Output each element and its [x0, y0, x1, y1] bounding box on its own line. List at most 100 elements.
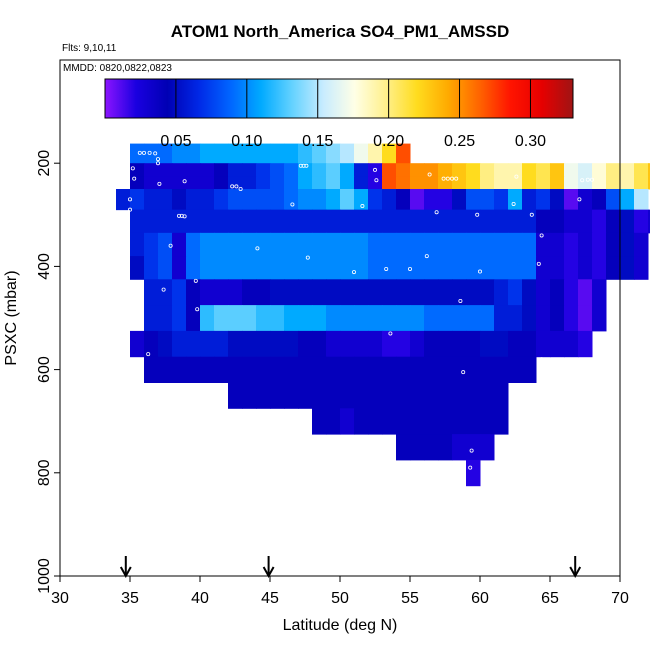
- heatmap-cell-3-32: [564, 189, 579, 211]
- heatmap-cell-2-25: [480, 176, 495, 190]
- heatmap-cell-8-5: [214, 305, 229, 332]
- observation-point-20: [580, 178, 585, 183]
- heatmap-cell-4-37: [648, 209, 650, 234]
- heatmap-cell-4-4: [186, 209, 201, 234]
- heatmap-cell-5-35: [620, 232, 635, 257]
- heatmap-cell-5-1: [144, 232, 159, 257]
- heatmap-cell-2-32: [578, 176, 593, 190]
- heatmap-cell-1-22: [438, 163, 453, 177]
- heatmap-cell-8-22: [452, 305, 467, 332]
- heatmap-cell-9-20: [410, 330, 425, 358]
- heatmap-cell-5-18: [382, 232, 397, 257]
- observation-point-15: [304, 163, 309, 168]
- heatmap-cell-13-3: [438, 434, 453, 461]
- heatmap-cell-3-37: [634, 189, 649, 211]
- heatmap-cell-2-11: [284, 176, 299, 190]
- heatmap-cell-7-12: [312, 279, 327, 306]
- heatmap-cell-5-6: [214, 232, 229, 257]
- heatmap-cell-3-12: [284, 189, 299, 211]
- heatmap-cell-4-19: [396, 209, 411, 234]
- heatmap-cell-12-10: [452, 408, 467, 435]
- heatmap-cell-4-14: [326, 209, 341, 234]
- heatmap-cell-3-14: [312, 189, 327, 211]
- heatmap-cell-2-30: [550, 176, 565, 190]
- heatmap-cell-14-0: [466, 459, 481, 487]
- heatmap-cell-4-34: [606, 209, 621, 234]
- heatmap-cell-2-4: [186, 176, 201, 190]
- heatmap-cell-5-22: [438, 232, 453, 257]
- heatmap-cell-1-7: [228, 163, 243, 177]
- heatmap-cell-9-17: [368, 330, 383, 358]
- colorbar: [104, 78, 574, 119]
- observation-point-36: [511, 201, 516, 206]
- heatmap-cell-9-4: [186, 330, 201, 358]
- heatmap-cell-5-15: [340, 232, 355, 257]
- heatmap-cell-1-19: [396, 163, 411, 177]
- heatmap-cell-4-1: [144, 209, 159, 234]
- x-tick-label-2: 40: [191, 590, 209, 607]
- heatmap-cell-5-10: [270, 232, 285, 257]
- heatmap-cell-12-5: [382, 408, 397, 435]
- x-tick-label-7: 65: [541, 590, 559, 607]
- heatmap-cell-10-9: [270, 356, 285, 383]
- heatmap-cell-7-6: [228, 279, 243, 306]
- y-tick-label-4: 1000: [36, 558, 53, 594]
- observation-point-5: [155, 161, 160, 166]
- heatmap-cell-3-5: [186, 189, 201, 211]
- observation-point-50: [161, 287, 166, 292]
- heatmap-cell-2-26: [494, 176, 509, 190]
- heatmap-cell-8-16: [368, 305, 383, 332]
- heatmap-cell-0-0: [130, 143, 145, 164]
- heatmap-cell-8-20: [424, 305, 439, 332]
- heatmap-cell-6-13: [312, 256, 327, 280]
- observation-point-28: [127, 207, 132, 212]
- heatmap-cell-8-9: [270, 305, 285, 332]
- heatmap-cell-5-25: [480, 232, 495, 257]
- heatmap-cell-8-3: [186, 305, 201, 332]
- heatmap-cell-9-8: [242, 330, 257, 358]
- heatmap-cell-8-23: [466, 305, 481, 332]
- heatmap-cell-7-2: [172, 279, 187, 306]
- heatmap-cell-10-2: [172, 356, 187, 383]
- observation-point-53: [388, 331, 393, 336]
- heatmap-cell-2-7: [228, 176, 243, 190]
- heatmap-cell-0-16: [354, 143, 369, 164]
- heatmap-cell-2-6: [214, 176, 229, 190]
- heatmap-cell-2-18: [382, 176, 397, 190]
- heatmap-cell-2-34: [606, 176, 621, 190]
- heatmap-cell-9-10: [270, 330, 285, 358]
- heatmap-cell-12-7: [410, 408, 425, 435]
- heatmap-cell-11-12: [396, 382, 411, 409]
- x-tick-label-6: 60: [471, 590, 489, 607]
- heatmap-cell-6-12: [298, 256, 313, 280]
- heatmap-cell-3-4: [172, 189, 187, 211]
- observation-points: [127, 150, 595, 470]
- heatmap-cell-1-34: [606, 163, 621, 177]
- heatmap-cell-8-24: [480, 305, 495, 332]
- observation-point-58: [468, 465, 473, 470]
- heatmap-cell-6-36: [634, 256, 649, 280]
- heatmap-cell-4-29: [536, 209, 551, 234]
- heatmap-cell-8-0: [144, 305, 159, 332]
- heatmap-cell-3-21: [410, 189, 425, 211]
- heatmap-cell-1-36: [634, 163, 649, 177]
- observation-point-35: [475, 212, 480, 217]
- heatmap-cell-11-3: [270, 382, 285, 409]
- heatmap-cell-3-27: [494, 189, 509, 211]
- observation-point-46: [424, 254, 429, 259]
- heatmap-cell-8-10: [284, 305, 299, 332]
- heatmap-cell-8-26: [508, 305, 523, 332]
- heatmap-cell-11-4: [284, 382, 299, 409]
- colorbar-ticks: 0.05 0.10 0.15 0.20 0.25 0.30: [160, 79, 546, 150]
- heatmap-cell-6-15: [340, 256, 355, 280]
- colorbar-tick-label-2: 0.15: [302, 133, 333, 150]
- heatmap-cell-6-5: [200, 256, 215, 280]
- heatmap-cell-9-11: [284, 330, 299, 358]
- heatmap-cell-11-13: [410, 382, 425, 409]
- heatmap-cell-6-14: [326, 256, 341, 280]
- observation-point-4: [155, 157, 160, 162]
- heatmap-cell-4-21: [424, 209, 439, 234]
- observation-point-55: [539, 357, 544, 362]
- colorbar-tick-label-1: 0.10: [231, 133, 262, 150]
- heatmap-cell-1-10: [270, 163, 285, 177]
